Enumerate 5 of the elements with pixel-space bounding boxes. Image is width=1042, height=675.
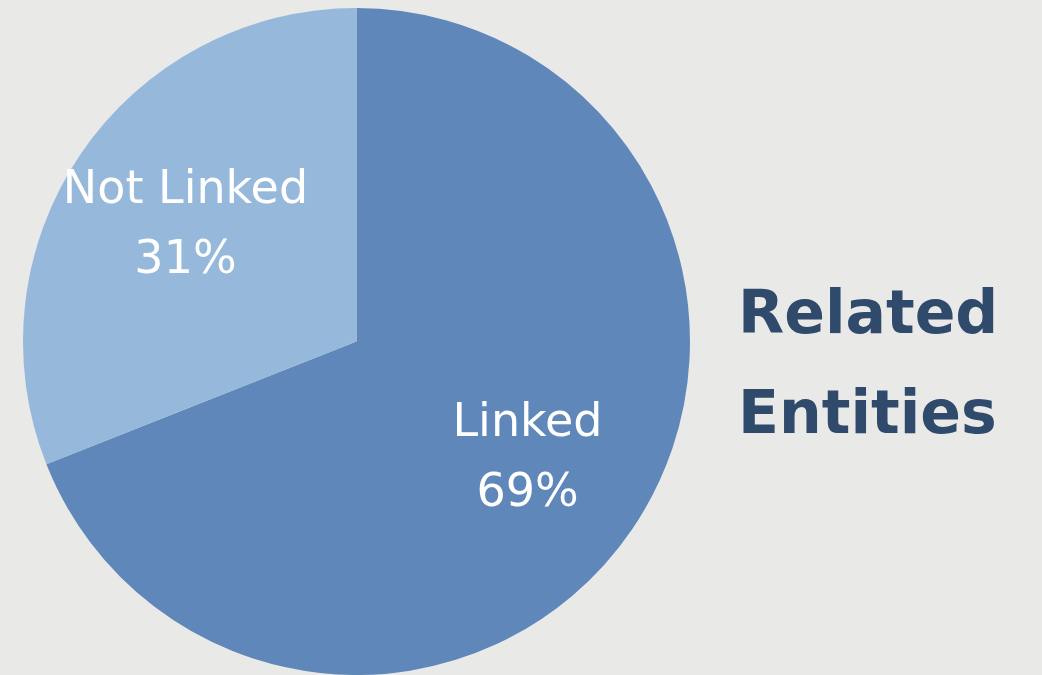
slice-label: Not Linked [62,160,309,215]
data-label: 31% [134,230,237,285]
text: Related Entities [738,276,1000,449]
slice-label: Linked [452,392,603,447]
data-label: 69% [476,462,579,517]
